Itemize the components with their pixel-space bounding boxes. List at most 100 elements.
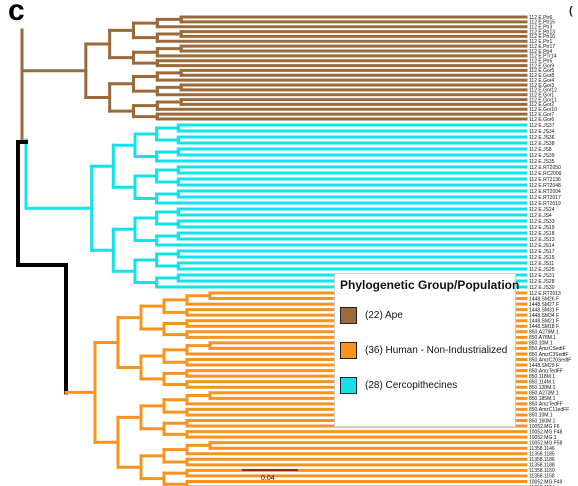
tip-label: 112 E.JS24 (529, 207, 555, 213)
tip-label: 112 E.Ptr15 (529, 20, 555, 26)
tip-label: 1448.SM31 F (529, 307, 559, 313)
tip-label: 850.A279M.1 (529, 330, 559, 336)
tip-label: 112 E.RT2136 (529, 177, 561, 183)
tip-label: 112 E.Gor9 (529, 63, 554, 69)
tip-label: 112 E.JS8 (529, 147, 552, 153)
tip-label: 112 E.JS30 (529, 285, 555, 291)
tip-label: 112 E.JS37 (529, 123, 555, 129)
legend-swatch-cercopithecines (340, 376, 357, 394)
legend-swatch-ape (340, 306, 357, 324)
scale-bar-label: 0.04 (261, 475, 275, 482)
legend-label-cercopithecines: (28) Cercopithecines (365, 379, 458, 391)
tip-label: 850.118M.1 (529, 374, 555, 380)
legend-label-human: (36) Human - Non-Industrialized (365, 344, 508, 356)
tip-label: 11358.1185 (529, 452, 555, 458)
tip-label: 112 E.JS28 (529, 279, 555, 285)
tip-label: 11358.1158 (529, 474, 555, 480)
legend-entry-ape: (22) Ape (340, 305, 403, 325)
tip-label: 112 E.Ptr3 (529, 25, 552, 31)
tip-label: 112 E.Gor11 (529, 97, 557, 103)
tip-label: 850.128M.1 (529, 385, 556, 391)
tip-label: 10052.MG F58 (529, 440, 563, 446)
tip-label: 112 E.Gor8 (529, 73, 554, 79)
tip-label: 850.AmzC20SedtF (529, 357, 571, 363)
tip-label: 112 E.RT2048 (529, 183, 561, 189)
tip-label: 112 E.JS17 (529, 249, 555, 255)
tip-label: 10052.MG F6 (529, 424, 560, 430)
tip-label: 112 E.JS33 (529, 219, 555, 225)
tip-label: 850.A78M.1 (529, 335, 556, 341)
tip-label: 112 E.RT2017 (529, 195, 561, 201)
tip-label: 1448.SM27 F (529, 302, 559, 308)
tip-label: 11358.1150 (529, 468, 555, 474)
tip-label: 112 E.JS19 (529, 225, 555, 231)
tip-label: 112 E.RT2013 (529, 291, 561, 297)
legend: Phylogenetic Group/Population (22) Ape (… (334, 273, 520, 427)
tip-label: 1448.SM26 F (529, 296, 559, 302)
panel-label: c (8, 0, 25, 27)
tip-label: 112 E.JS11 (529, 261, 554, 267)
tip-label: 850.A273M.1 (529, 391, 559, 397)
tip-label: 112 E.Ptr1 (529, 39, 552, 45)
tip-label: 112 E.PTr14 (529, 54, 557, 60)
legend-entry-cercopithecines: (28) Cercopithecines (340, 375, 457, 395)
tip-label: 112 E.Gor4 (529, 78, 554, 84)
tip-label: 10052.MG 1 (529, 435, 557, 441)
tip-label: 11358.1186 (529, 457, 555, 463)
tip-label: 850.10M.1 (529, 413, 553, 419)
tip-label: 112 E.Ptr4 (529, 49, 552, 55)
tip-label: 112 E.Gor7 (529, 112, 554, 118)
tip-label: 850.AmzTedFF (529, 368, 563, 374)
tip-label: 112 E.RT2019 (529, 201, 561, 207)
tip-label: 112 E.Gor6 (529, 117, 554, 123)
tip-label: 850.AmzCSedtF (529, 346, 566, 352)
tip-label: 112 E.JS14 (529, 243, 555, 249)
tip-label: 850.AmzC3SedtF (529, 352, 568, 358)
tip-label: 112 E.JS38 (529, 141, 555, 147)
tip-label: 112 E.JS35 (529, 159, 555, 165)
tip-label: 112 E.JS31 (529, 273, 555, 279)
tip-label: 10052.MG F48 (529, 429, 563, 435)
tip-label: 112 E.Gor3 (529, 83, 554, 89)
tip-label: 112 E.JS34 (529, 129, 555, 135)
tip-label: 850.160M.1 (529, 418, 556, 424)
tip-label: 11358.1184 (529, 485, 555, 486)
tip-label: 112 E.JS15 (529, 255, 555, 261)
tip-label: 112 E.Gor12 (529, 88, 557, 94)
edge-mark: ( (569, 5, 573, 17)
tip-label: 11358.1188 (529, 463, 555, 469)
tip-label: 112 E.Gor1 (529, 93, 554, 99)
legend-swatch-human (340, 341, 357, 359)
tip-label: 112 E.RT2050 (529, 165, 561, 171)
tip-label: 850.AmzTedFF (529, 402, 563, 408)
tip-label: 112 E.JS39 (529, 153, 555, 159)
tip-label: 850.185M.1 (529, 396, 556, 402)
tip-label: 112 E.Gor2 (529, 102, 554, 108)
tip-label: 1448.SM18 F (529, 324, 559, 330)
tip-label: 112 E.RC2009 (529, 171, 562, 177)
tip-label: 1448.SM21 F (529, 319, 559, 325)
tip-label: 112 E.JS13 (529, 237, 555, 243)
tip-label: 850.AmzC11edFF (529, 407, 569, 413)
tip-label: 112 E.JS4 (529, 213, 552, 219)
tip-label: 850.114M.1 (529, 379, 555, 385)
tip-label: 112 E.JS18 (529, 231, 555, 237)
tip-label: 112 E.JS25 (529, 267, 555, 273)
legend-title: Phylogenetic Group/Population (340, 278, 520, 292)
tip-label: 112 E.Ptr6 (529, 15, 552, 21)
tip-label: 112 E.JS36 (529, 135, 555, 141)
tip-label: 11358.1146 (529, 446, 555, 452)
legend-label-ape: (22) Ape (365, 309, 403, 321)
tip-label: 112 E.RT2004 (529, 189, 561, 195)
tip-label: 112 E.Gor10 (529, 107, 557, 113)
tip-label: 112 E.Ptr5 (529, 59, 552, 65)
tip-label: 112 E.Ptr13 (529, 29, 555, 35)
tip-label: 112 E.Ptr16 (529, 34, 555, 40)
tip-label: 1448.SM34 F (529, 313, 559, 319)
tip-label: 1448.SM29 F (529, 363, 559, 369)
tip-label: 112 E.Ptr17 (529, 44, 555, 50)
tip-label: 850.10M.1 (529, 341, 553, 347)
tip-label: 112 E.Gor5 (529, 68, 554, 74)
tip-label: 10052.MG F49 (529, 479, 563, 485)
